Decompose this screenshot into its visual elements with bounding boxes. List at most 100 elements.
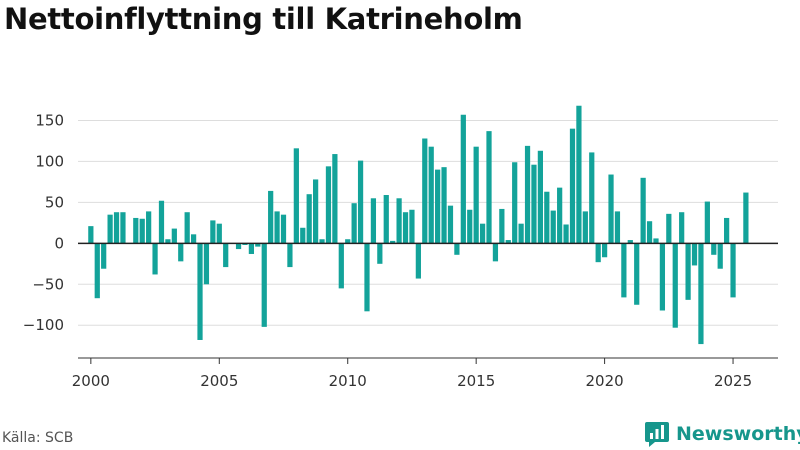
bar: [190, 234, 197, 244]
x-tick-label: 2010: [329, 372, 367, 390]
bar: [107, 214, 113, 244]
source-note: Källa: SCB: [2, 430, 74, 446]
newsworthy-logo-icon: [645, 422, 669, 447]
y-axis-ticks: 150 100 50 0 −50 −100: [23, 111, 64, 334]
bar: [634, 243, 640, 305]
bar: [306, 194, 312, 244]
bar: [666, 213, 672, 244]
bar: [473, 146, 479, 244]
bar: [711, 243, 717, 255]
x-tick-label: 2000: [72, 372, 110, 390]
bar: [698, 243, 704, 345]
brand-name: Newsworthy: [676, 423, 800, 445]
bar: [653, 238, 659, 244]
bar: [685, 243, 691, 300]
bar: [435, 169, 441, 244]
bar: [492, 243, 499, 262]
bar: [505, 240, 511, 244]
y-tick-label: −100: [23, 316, 64, 334]
y-tick-label: 50: [45, 193, 64, 211]
bar: [255, 243, 261, 247]
x-axis-ticks: 2000 2005 2010 2015 2020 2025: [72, 358, 752, 390]
bar: [146, 211, 152, 244]
bar: [364, 243, 370, 312]
bar: [203, 243, 210, 285]
bar: [152, 243, 158, 275]
bar: [300, 227, 306, 244]
bar: [563, 224, 569, 244]
bar: [499, 208, 505, 244]
bar: [447, 205, 454, 244]
bar: [454, 243, 460, 255]
bar: [627, 240, 633, 244]
bar: [313, 179, 319, 244]
bar: [730, 243, 736, 298]
bar: [640, 177, 646, 244]
bar: [460, 114, 466, 244]
brand-logo[interactable]: Newsworthy: [644, 420, 800, 448]
bar: [216, 223, 222, 244]
bar: [569, 128, 576, 244]
bar: [345, 239, 351, 244]
bar: [441, 167, 447, 244]
bar: [743, 192, 749, 244]
bar: [171, 228, 177, 244]
bar: [319, 239, 325, 244]
page-title: Nettoinflyttning till Katrineholm: [4, 2, 523, 36]
bar: [576, 105, 582, 244]
bar: [589, 152, 595, 244]
bar: [184, 212, 190, 244]
x-tick-label: 2005: [200, 372, 238, 390]
bar: [512, 162, 518, 244]
bar: [94, 243, 100, 299]
bar: [248, 243, 255, 254]
bar: [158, 200, 165, 244]
gridlines: [78, 119, 778, 326]
bar: [691, 243, 698, 266]
bar: [518, 223, 524, 244]
bar: [325, 166, 332, 244]
bar: [268, 190, 274, 244]
bar: [338, 243, 344, 289]
x-tick-label: 2020: [586, 372, 624, 390]
bar: [210, 220, 216, 244]
bar: [646, 221, 653, 244]
bar: [550, 210, 556, 244]
bar: [235, 243, 242, 250]
bar: [479, 223, 486, 244]
bar: [428, 146, 434, 244]
bar: [409, 209, 415, 244]
bar: [261, 243, 267, 327]
bar: [717, 243, 723, 269]
bar: [614, 211, 621, 244]
bar: [601, 243, 608, 258]
y-tick-label: 100: [35, 152, 64, 170]
bar: [544, 191, 550, 244]
x-tick-label: 2025: [714, 372, 752, 390]
bar: [422, 138, 428, 244]
bar: [415, 243, 421, 279]
bar-series: [88, 105, 749, 345]
bar: [531, 164, 537, 244]
bar: [524, 145, 531, 244]
bar: [165, 239, 171, 244]
bar: [467, 209, 473, 244]
bar: [377, 243, 383, 264]
bar: [223, 243, 229, 268]
bar: [197, 243, 203, 340]
bar: [88, 226, 94, 244]
x-tick-label: 2015: [457, 372, 495, 390]
bar: [280, 214, 287, 244]
bar: [357, 160, 364, 244]
bar: [113, 212, 120, 244]
bar: [101, 243, 107, 269]
bar: [351, 203, 357, 244]
bar: [287, 243, 293, 268]
bar: [537, 150, 543, 244]
y-tick-label: −50: [32, 275, 64, 293]
bar: [595, 243, 601, 263]
bar: [582, 211, 588, 244]
bar: [486, 131, 492, 244]
y-tick-label: 0: [54, 234, 64, 252]
